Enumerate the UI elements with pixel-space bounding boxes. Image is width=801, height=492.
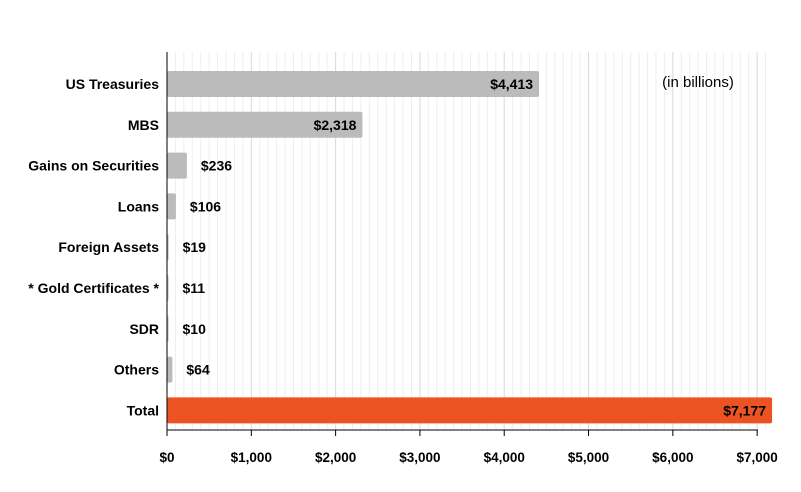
data-label: $106 [190,198,221,214]
data-label: $10 [183,321,207,337]
bar [167,397,773,424]
x-tick-label: $0 [159,450,174,465]
x-tick-label: $7,000 [736,450,777,465]
labels: US Treasuries $4,413 MBS $2,318 Gains on Sec… [28,76,766,418]
bars [167,71,773,424]
axes: $0 $1,000 $2,000 $3,000 $4,000 $5,000 $6,000 $7… [159,52,778,465]
data-label: $11 [183,280,206,296]
data-label: $64 [186,362,210,378]
bar [167,111,363,138]
x-tick-label: $3,000 [399,450,440,465]
category-label: Loans [118,198,159,214]
bar [167,152,187,179]
category-label: SDR [129,321,159,337]
x-tick-label: $1,000 [231,450,272,465]
bar [167,193,176,220]
x-tick-label: $5,000 [568,450,609,465]
data-label: $19 [183,239,207,255]
category-label: Foreign Assets [58,239,159,255]
category-label: Total [127,402,159,418]
category-label: US Treasuries [66,76,160,92]
gridlines [174,52,767,430]
category-label: Gains on Securities [28,158,159,174]
category-label: MBS [128,117,159,133]
data-label: $7,177 [723,402,766,418]
x-tick-label: $4,000 [484,450,525,465]
data-label: $4,413 [490,76,533,92]
data-label: $2,318 [314,117,357,133]
category-label: * Gold Certificates * [28,280,159,296]
bar [167,356,173,383]
x-tick-label: $6,000 [652,450,693,465]
data-label: $236 [201,158,232,174]
category-label: Others [114,362,159,378]
x-tick-label: $2,000 [315,450,356,465]
units-annotation: (in billions) [662,74,734,91]
bar [167,71,540,97]
